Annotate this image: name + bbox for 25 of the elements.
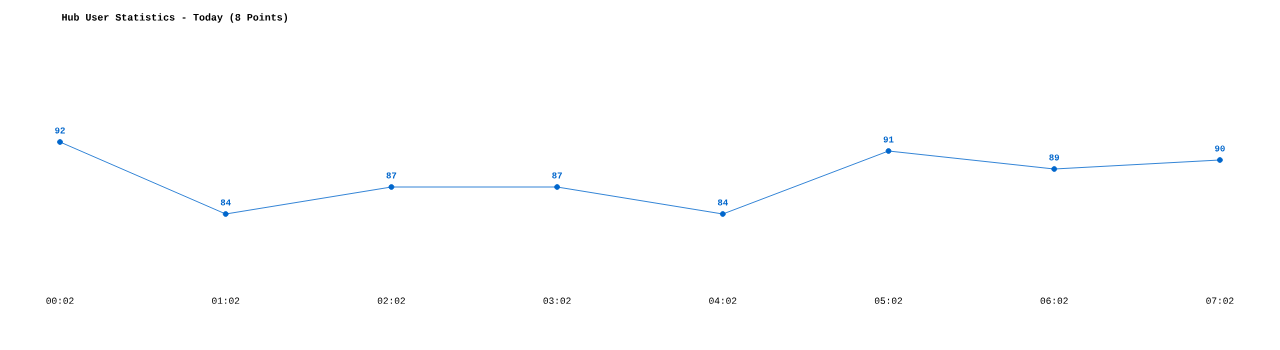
data-label: 91 (883, 136, 894, 143)
data-label: 90 (1215, 145, 1225, 152)
point (57, 139, 63, 145)
data-label: 87 (552, 172, 562, 179)
point (554, 184, 560, 190)
point (1217, 157, 1223, 163)
point (388, 184, 395, 190)
x-tick-label: 02:02 (377, 297, 405, 304)
x-tick-label: 07:02 (1206, 297, 1234, 304)
point (222, 211, 229, 217)
data-label: 87 (386, 172, 397, 179)
chart-title: Hub User Statistics - Today (8 Points) (62, 13, 288, 23)
x-tick-label: 05:02 (874, 297, 903, 304)
x-tick-label: 01:02 (212, 297, 240, 304)
data-label: 92 (55, 127, 65, 134)
point (1051, 166, 1058, 172)
data-label: 89 (1049, 154, 1060, 161)
data-label: 84 (717, 199, 728, 206)
point (885, 148, 892, 154)
x-tick-label: 06:02 (1040, 297, 1068, 304)
data-label: 84 (220, 199, 231, 206)
x-tick-label: 04:02 (709, 297, 737, 304)
point (719, 211, 726, 217)
x-tick-label: 00:02 (46, 297, 74, 304)
x-tick-label: 03:02 (543, 297, 571, 304)
